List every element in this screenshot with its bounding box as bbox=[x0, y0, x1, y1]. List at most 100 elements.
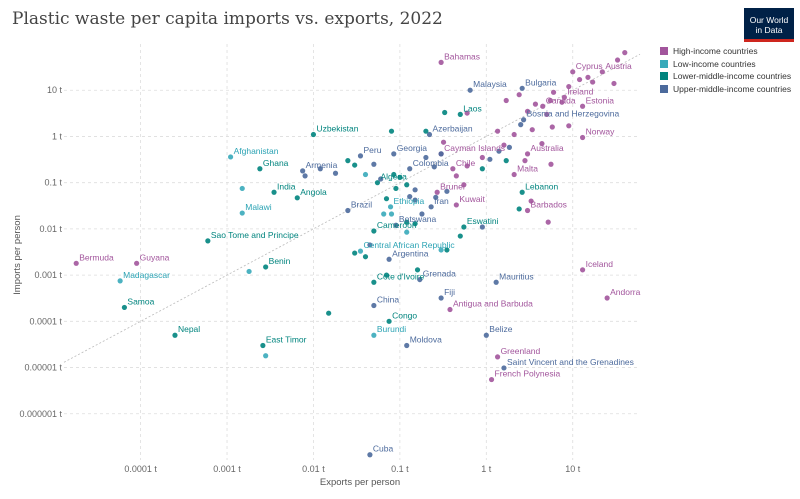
data-point bbox=[453, 173, 459, 179]
data-point bbox=[397, 174, 403, 180]
data-point bbox=[622, 50, 628, 56]
point-label: Malta bbox=[517, 164, 538, 174]
y-tick-label: 1 t bbox=[52, 131, 63, 141]
data-point bbox=[559, 99, 565, 105]
data-point bbox=[391, 171, 397, 178]
logo-line-2: in Data bbox=[755, 25, 783, 35]
data-point bbox=[404, 342, 410, 349]
data-point bbox=[423, 154, 429, 161]
data-point bbox=[561, 94, 567, 100]
data-point bbox=[326, 310, 332, 316]
point-label: Angola bbox=[300, 187, 327, 197]
legend-item-low[interactable]: Low-income countries bbox=[660, 58, 791, 70]
point-label: Armenia bbox=[306, 160, 338, 170]
data-point bbox=[438, 59, 444, 65]
data-point bbox=[524, 207, 531, 214]
point-label: Austria bbox=[605, 61, 632, 71]
data-point bbox=[518, 122, 524, 128]
data-point bbox=[461, 224, 467, 230]
data-point bbox=[362, 171, 369, 178]
point-label: Central African Republic bbox=[363, 240, 455, 250]
data-points bbox=[73, 50, 628, 458]
data-point bbox=[263, 264, 269, 270]
point-label: Antigua and Barbuda bbox=[453, 299, 533, 309]
data-point bbox=[371, 279, 377, 285]
data-point bbox=[412, 187, 418, 193]
legend-swatch bbox=[660, 47, 668, 55]
legend-swatch bbox=[660, 59, 668, 68]
point-label: Peru bbox=[363, 145, 381, 155]
point-label: Iran bbox=[434, 196, 449, 206]
data-point bbox=[585, 74, 591, 80]
data-point bbox=[404, 182, 410, 188]
data-point bbox=[134, 260, 140, 266]
data-point bbox=[516, 206, 522, 212]
point-label: Brazil bbox=[351, 199, 372, 209]
data-point bbox=[579, 267, 586, 273]
data-point bbox=[611, 80, 617, 87]
point-label: Azerbaijan bbox=[432, 124, 472, 134]
point-label: China bbox=[377, 295, 399, 305]
legend-item-upper-middle[interactable]: Upper-middle-income countries bbox=[660, 83, 791, 95]
point-label: Laos bbox=[463, 103, 481, 113]
owid-logo[interactable]: Our World in Data bbox=[744, 8, 794, 42]
point-label: Afghanistan bbox=[234, 146, 279, 156]
point-label: Bermuda bbox=[79, 252, 114, 262]
data-point bbox=[239, 185, 245, 192]
data-point bbox=[367, 452, 373, 458]
data-point bbox=[528, 198, 534, 204]
point-label: Benin bbox=[269, 256, 291, 266]
data-point bbox=[547, 97, 553, 104]
data-point bbox=[294, 195, 300, 201]
data-point bbox=[263, 353, 269, 359]
legend-swatch bbox=[660, 84, 668, 93]
data-point bbox=[367, 242, 373, 248]
point-label: Ghana bbox=[263, 158, 289, 168]
data-point bbox=[483, 332, 489, 338]
legend-swatch bbox=[660, 72, 668, 80]
data-point bbox=[457, 233, 463, 239]
point-label: Uzbekistan bbox=[316, 124, 358, 134]
data-point bbox=[461, 182, 467, 188]
point-labels: Bahamas Cyprus Austria Malaysia Bulgaria Irel… bbox=[79, 51, 640, 453]
point-label: India bbox=[277, 181, 296, 191]
data-point bbox=[431, 164, 437, 170]
point-label: Cote d'Ivoire bbox=[377, 271, 425, 281]
data-point bbox=[345, 158, 351, 164]
point-label: Saint Vincent and the Grenadines bbox=[507, 357, 634, 367]
data-point bbox=[479, 224, 485, 230]
data-point bbox=[540, 103, 546, 109]
data-point bbox=[383, 196, 390, 202]
data-point bbox=[386, 256, 392, 262]
data-point bbox=[501, 142, 507, 148]
chart-title: Plastic waste per capita imports vs. exp… bbox=[12, 9, 443, 29]
legend-item-lower-middle[interactable]: Lower-middle-income countries bbox=[660, 70, 791, 82]
data-point bbox=[388, 128, 395, 134]
x-axis-label: Exports per person bbox=[320, 477, 400, 488]
point-label: Samoa bbox=[127, 296, 154, 306]
data-point bbox=[479, 166, 485, 172]
point-label: Lebanon bbox=[525, 181, 558, 191]
data-point bbox=[393, 222, 399, 228]
data-point bbox=[310, 131, 317, 138]
data-point bbox=[357, 248, 364, 254]
data-point bbox=[121, 304, 128, 311]
data-point bbox=[239, 210, 245, 216]
data-point bbox=[438, 295, 444, 301]
data-point bbox=[383, 272, 390, 278]
point-label: Greenland bbox=[501, 346, 541, 356]
y-tick-label: 10 t bbox=[47, 85, 63, 95]
point-label: Madagascar bbox=[123, 270, 170, 280]
x-tick-label: 10 t bbox=[565, 464, 581, 474]
data-point bbox=[73, 260, 79, 266]
point-label: Ireland bbox=[567, 86, 593, 96]
data-point bbox=[487, 156, 493, 162]
point-label: Norway bbox=[586, 126, 616, 136]
y-tick-label: 0.1 t bbox=[44, 178, 62, 188]
legend-item-high[interactable]: High-income countries bbox=[660, 45, 791, 57]
data-point bbox=[494, 128, 501, 134]
point-label: Colombia bbox=[413, 158, 449, 168]
data-point bbox=[501, 365, 507, 371]
data-point bbox=[506, 144, 513, 150]
